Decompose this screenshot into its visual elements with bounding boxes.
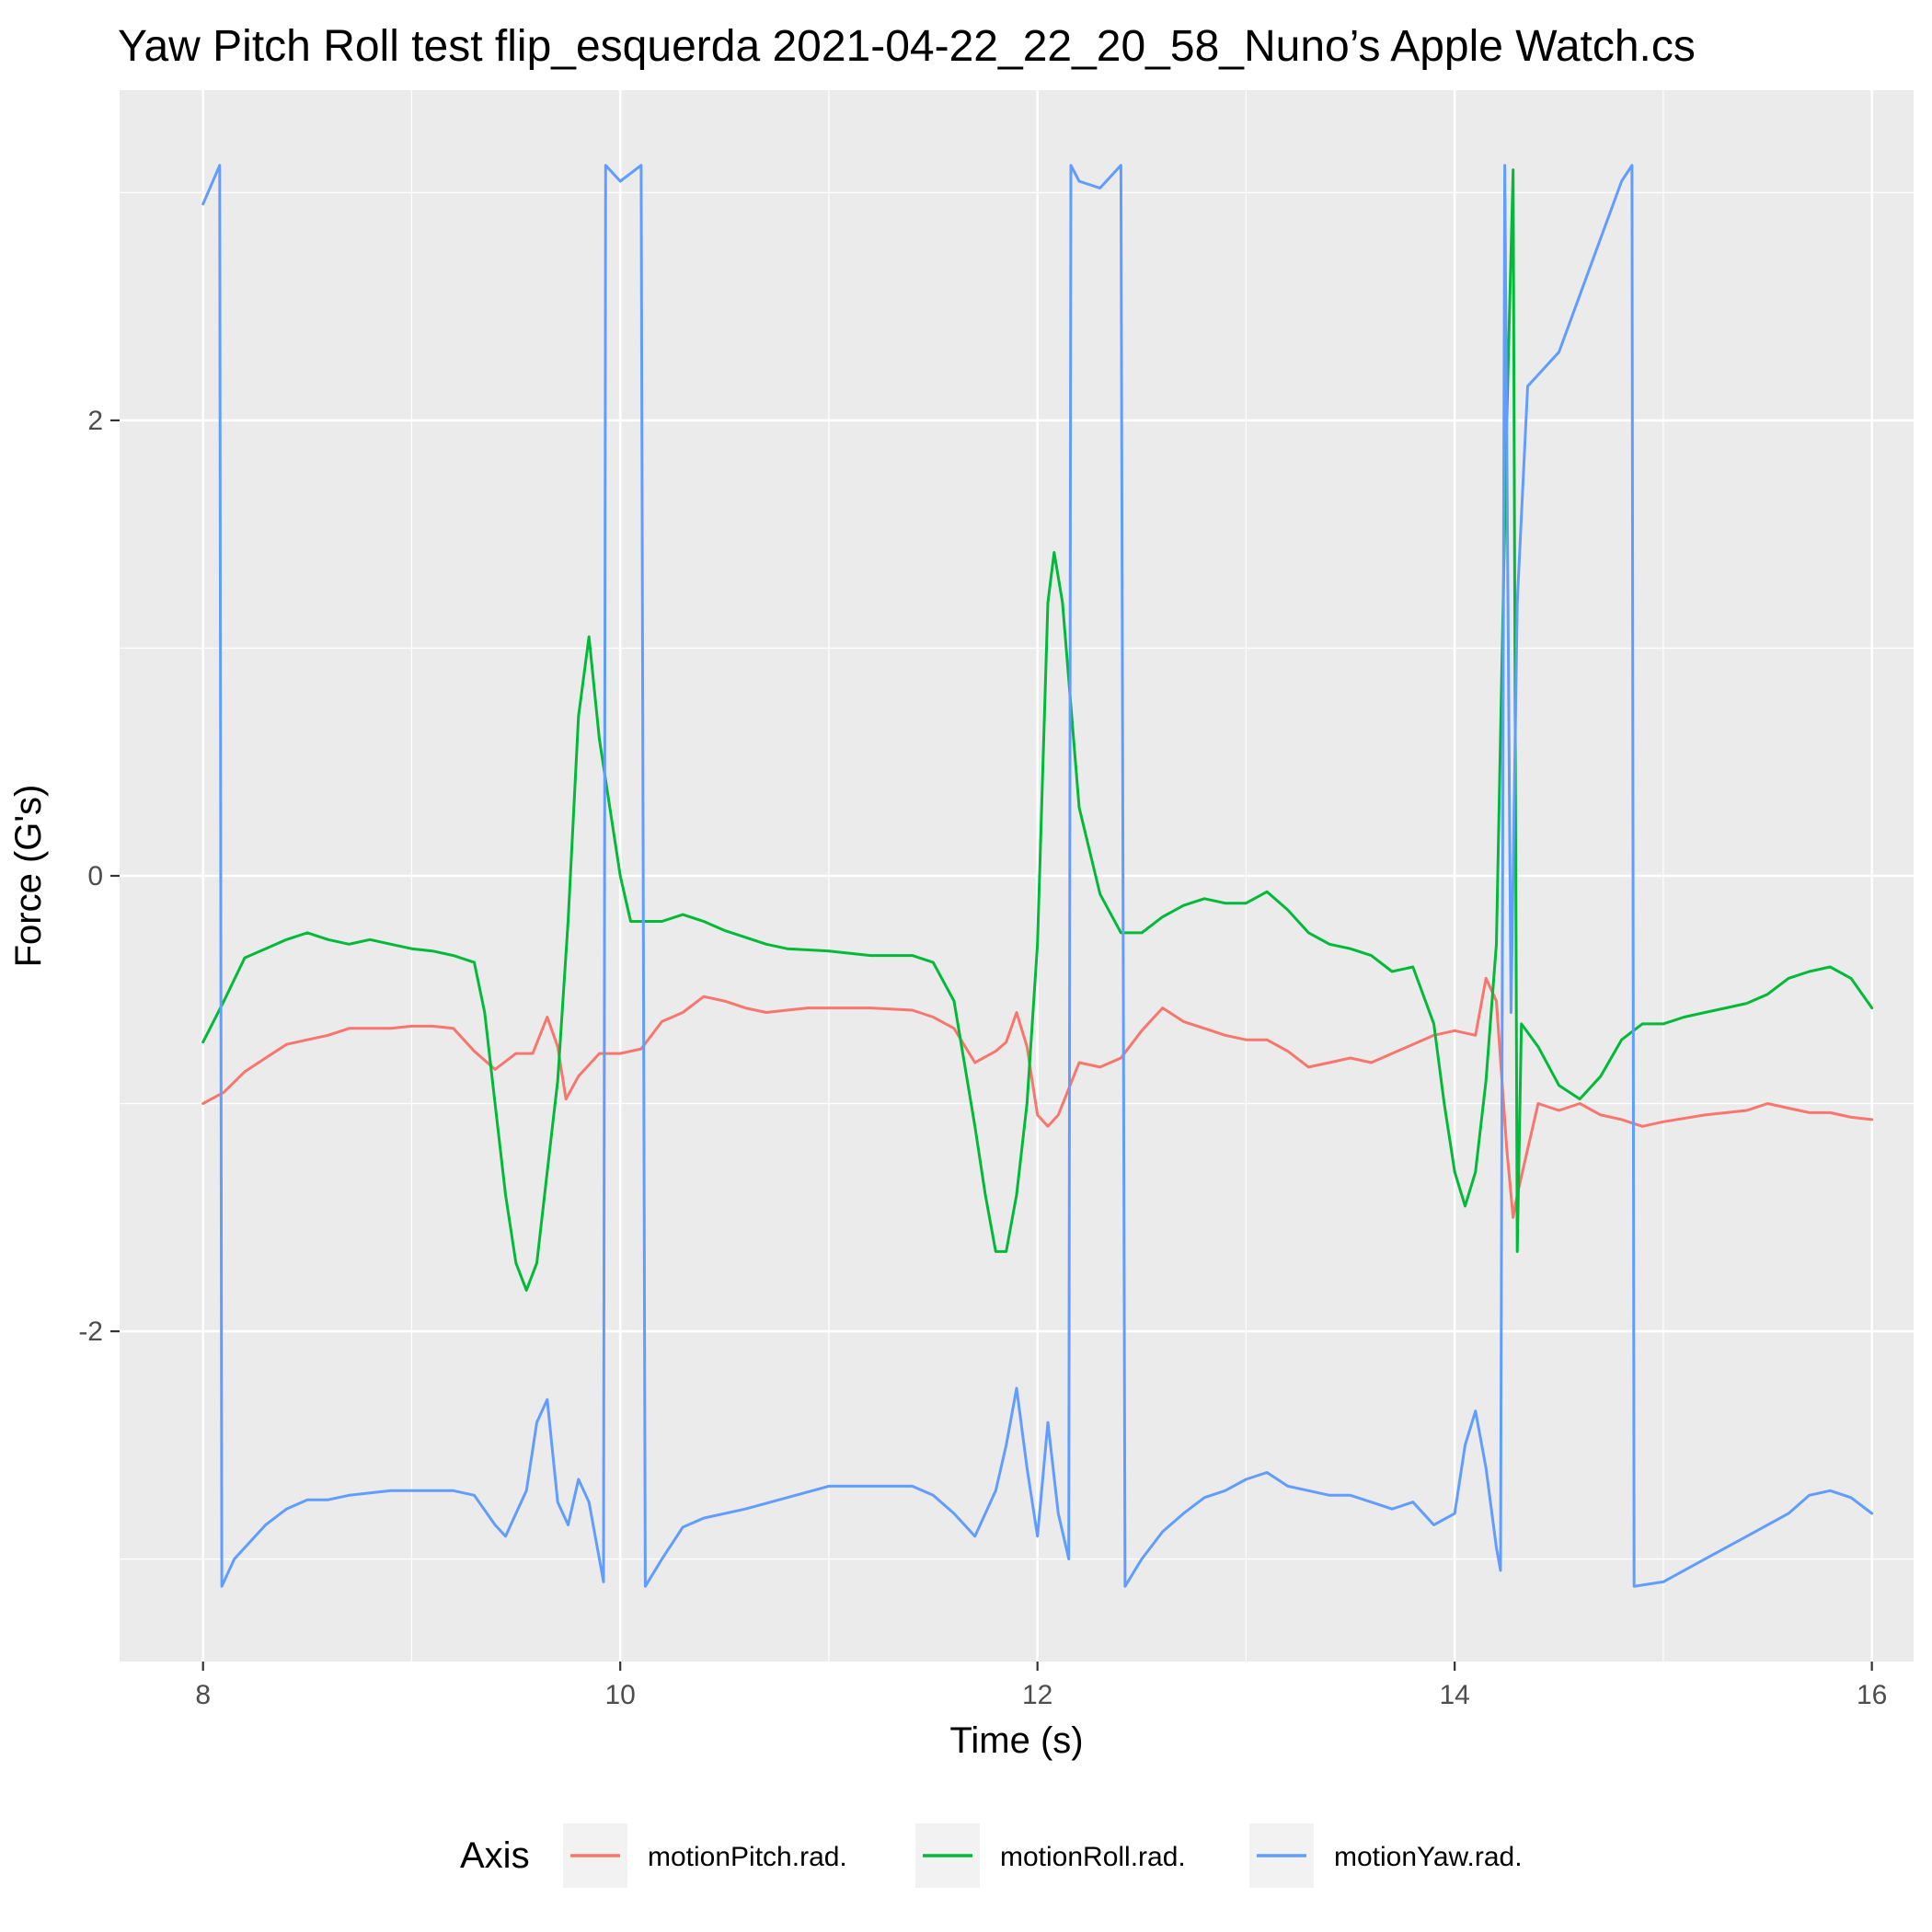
- x-axis-title: Time (s): [949, 1720, 1083, 1761]
- y-tick-label: 0: [87, 861, 103, 891]
- series-layer: [201, 164, 1874, 1588]
- y-axis: -2 0 2: [78, 406, 120, 1347]
- x-tick-label: 8: [195, 1680, 211, 1710]
- y-axis-title: Force (G's): [8, 785, 49, 968]
- x-tick-label: 12: [1022, 1680, 1052, 1710]
- legend: Axis motionPitch.rad. motionRoll.rad. moti…: [460, 1823, 1523, 1888]
- legend-item: motionRoll.rad.: [915, 1823, 1186, 1888]
- legend-title: Axis: [460, 1835, 530, 1876]
- series-line-motionpitch-rad: [201, 976, 1874, 1219]
- legend-item: motionPitch.rad.: [563, 1823, 847, 1888]
- y-tick-label: -2: [78, 1317, 103, 1347]
- series-line-motionyaw-rad: [201, 164, 1874, 1588]
- chart-title: Yaw Pitch Roll test flip_esquerda 2021-0…: [118, 22, 1696, 71]
- legend-item: motionYaw.rad.: [1249, 1823, 1523, 1888]
- legend-label: motionPitch.rad.: [648, 1842, 847, 1872]
- x-tick-label: 10: [604, 1680, 635, 1710]
- legend-label: motionRoll.rad.: [1000, 1842, 1186, 1872]
- legend-items: motionPitch.rad. motionRoll.rad. motionYaw…: [563, 1823, 1523, 1888]
- x-tick-label: 16: [1857, 1680, 1887, 1710]
- y-tick-label: 2: [87, 406, 103, 436]
- series-line-motionroll-rad: [201, 168, 1874, 1292]
- x-axis: 8 10 12 14 16: [195, 1662, 1887, 1710]
- legend-label: motionYaw.rad.: [1334, 1842, 1523, 1872]
- x-tick-label: 14: [1439, 1680, 1469, 1710]
